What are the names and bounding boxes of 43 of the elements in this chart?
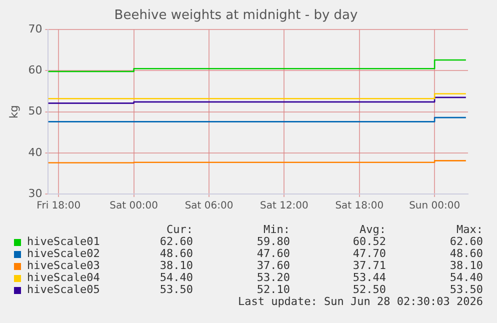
text: 38.10 [160, 259, 193, 272]
text: 53.50 [160, 283, 193, 296]
y-tick-label: 60 [28, 64, 42, 77]
x-tick-label: Sat 06:00 [184, 200, 234, 212]
x-tick-label: Sun 00:00 [409, 200, 460, 212]
text: 47.60 [256, 247, 290, 260]
text: 48.60 [160, 247, 193, 260]
text: 62.60 [160, 235, 193, 248]
x-tick-label: Fri 18:00 [36, 200, 81, 212]
legend-label: hiveScale04 [27, 271, 100, 284]
text: 48.60 [450, 247, 483, 260]
text: Min: [264, 223, 290, 236]
x-tick-label: Sat 12:00 [260, 200, 308, 212]
y-tick-label: 40 [28, 146, 42, 159]
x-tick-label: Sat 18:00 [335, 200, 384, 212]
text: 38.10 [450, 259, 483, 272]
text: 53.44 [352, 271, 386, 284]
text: 54.40 [160, 271, 193, 284]
y-tick-label: 50 [28, 104, 42, 118]
text: Cur: [166, 223, 193, 236]
text: 37.60 [256, 259, 290, 272]
text: Avg: [360, 223, 386, 236]
text: 59.80 [256, 235, 290, 248]
y-tick-label: 30 [28, 186, 42, 200]
y-axis-title: kg [7, 105, 20, 118]
text: 53.50 [450, 283, 483, 296]
text: 62.60 [450, 235, 483, 248]
text: 53.20 [256, 271, 290, 284]
text: Last update: Sun Jun 28 02:30:03 2026 [238, 295, 483, 308]
legend-label: hiveScale03 [27, 259, 100, 272]
x-tick-label: Sat 00:00 [110, 200, 158, 212]
text: 47.70 [352, 247, 386, 260]
text: 52.10 [256, 283, 290, 296]
text: 60.52 [352, 235, 386, 248]
text: 54.40 [450, 271, 483, 284]
legend-label: hiveScale02 [27, 247, 100, 260]
text: 37.71 [352, 259, 386, 272]
y-tick-label: 70 [28, 22, 42, 36]
chart-title: Beehive weights at midnight - by day [114, 8, 358, 24]
legend-label: hiveScale05 [27, 283, 100, 296]
text: Max: [456, 223, 483, 236]
text: 52.50 [352, 283, 386, 296]
legend-label: hiveScale01 [27, 235, 100, 248]
